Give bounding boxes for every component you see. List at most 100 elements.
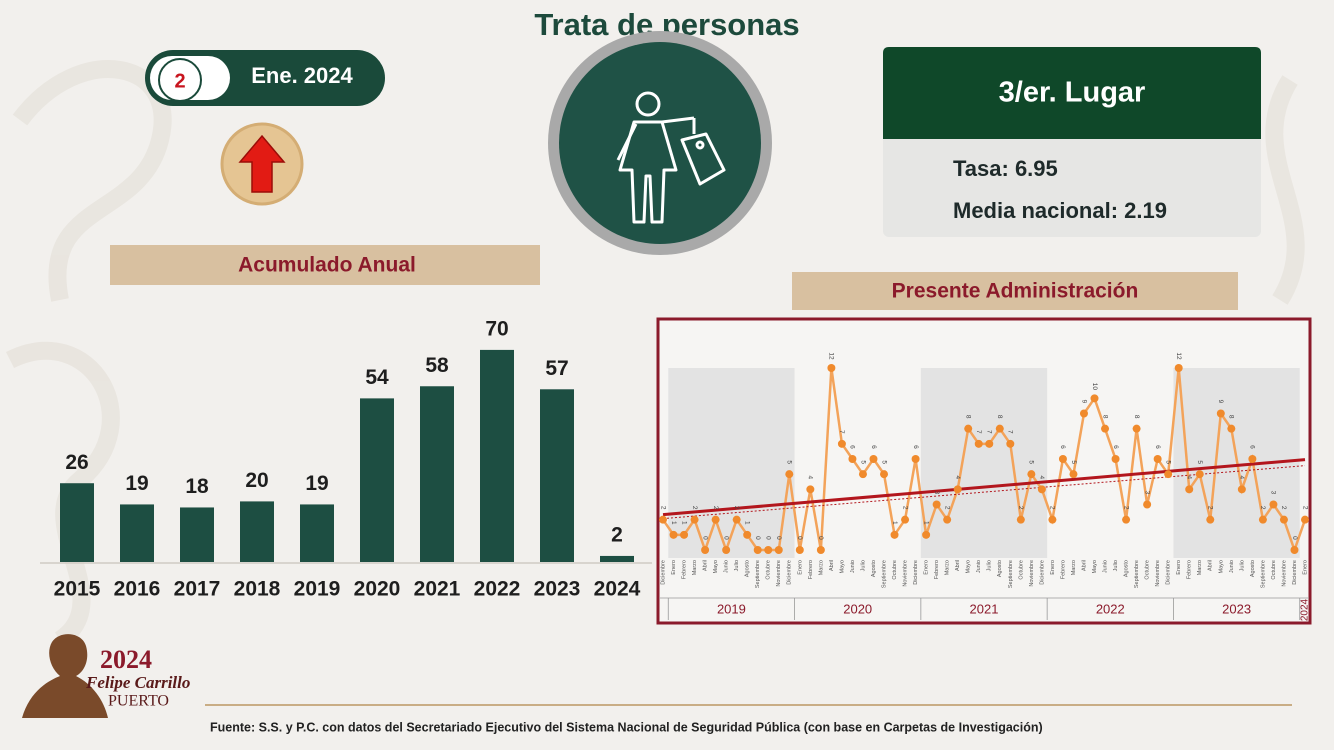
data-point	[722, 546, 731, 554]
point-value-label: 12	[1175, 352, 1182, 360]
data-point	[1016, 515, 1025, 524]
data-point	[1206, 515, 1215, 524]
data-point	[795, 546, 804, 554]
data-point	[1258, 515, 1267, 524]
x-tick-label: 2021	[414, 578, 461, 601]
point-value-label: 0	[796, 536, 803, 540]
data-point	[1027, 470, 1036, 479]
point-value-label: 6	[1112, 445, 1119, 449]
bar-value-label: 19	[305, 472, 328, 495]
year-band	[920, 368, 1048, 558]
data-point	[1090, 394, 1099, 403]
month-label: Diciembre	[660, 560, 666, 585]
data-point	[732, 515, 741, 524]
data-point	[1153, 455, 1162, 463]
bar	[180, 507, 214, 562]
point-value-label: 9	[1217, 400, 1224, 404]
bar	[60, 483, 94, 562]
month-label: Junio	[976, 560, 982, 573]
month-label: Diciembre	[1292, 560, 1298, 585]
data-point	[858, 470, 867, 479]
point-value-label: 1	[670, 521, 677, 525]
month-label: Diciembre	[913, 560, 919, 585]
month-label: Diciembre	[1039, 560, 1045, 585]
bar-chart-banner	[110, 245, 540, 285]
data-point	[764, 546, 773, 554]
point-value-label: 8	[1101, 415, 1108, 419]
month-label: Abril	[1208, 560, 1214, 571]
month-label: Junio	[850, 560, 856, 573]
data-point	[1164, 470, 1173, 479]
month-label: Mayo	[839, 560, 845, 573]
month-label: Agosto	[871, 560, 877, 577]
data-point	[1185, 485, 1194, 494]
month-label: Marzo	[945, 560, 951, 575]
month-label: Febrero	[1187, 560, 1193, 579]
line-chart-title: Presente Administración	[892, 280, 1139, 303]
logo-name: Felipe Carrillo	[85, 673, 190, 692]
data-point	[1079, 409, 1088, 418]
month-label: Julio	[1113, 560, 1119, 571]
data-point	[827, 364, 836, 372]
data-point	[816, 546, 825, 554]
x-tick-label: 2022	[474, 578, 521, 601]
data-point	[985, 439, 994, 448]
month-label: Agosto	[745, 560, 751, 577]
data-point	[1216, 409, 1225, 418]
bar-value-label: 19	[125, 472, 148, 495]
month-label: Mayo	[1218, 560, 1224, 573]
point-value-label: 7	[986, 430, 993, 434]
month-label: Diciembre	[1166, 560, 1172, 585]
point-value-label: 4	[1186, 476, 1193, 480]
data-point	[1290, 546, 1299, 554]
point-value-label: 12	[828, 352, 835, 360]
data-point	[669, 530, 678, 539]
year-label: 2019	[717, 601, 746, 616]
month-label: Enero	[1176, 560, 1182, 575]
month-label: Enero	[671, 560, 677, 575]
bar	[360, 398, 394, 562]
month-label: Junio	[724, 560, 730, 573]
data-point	[774, 546, 783, 554]
bar	[540, 389, 574, 562]
point-value-label: 0	[754, 536, 761, 540]
month-label: Abril	[955, 560, 961, 571]
data-point	[1006, 439, 1015, 448]
point-value-label: 0	[722, 536, 729, 540]
data-point	[837, 439, 846, 448]
point-value-label: 2	[901, 506, 908, 510]
month-label: Noviembre	[1155, 560, 1161, 587]
point-value-label: 7	[1007, 430, 1014, 434]
point-value-label: 6	[1249, 445, 1256, 449]
month-label: Octubre	[1018, 560, 1024, 580]
month-label: Octubre	[1145, 560, 1151, 580]
month-label: Enero	[1050, 560, 1056, 575]
month-label: Agosto	[997, 560, 1003, 577]
x-tick-label: 2015	[54, 578, 101, 601]
data-point	[880, 470, 889, 479]
data-point	[753, 546, 762, 554]
data-point	[659, 515, 667, 524]
year-label: 2020	[843, 601, 872, 616]
month-label: Septiembre	[1008, 560, 1014, 588]
x-tick-label: 2019	[294, 578, 341, 601]
data-point	[743, 530, 752, 539]
logo-year: 2024	[100, 645, 152, 674]
month-label: Julio	[1239, 560, 1245, 571]
data-point	[922, 530, 931, 539]
month-label: Octubre	[766, 560, 772, 580]
data-point	[953, 485, 962, 494]
year-label: 2021	[970, 601, 999, 616]
ranking-rate: Tasa: 6.95	[953, 156, 1058, 181]
ranking-place: 3/er. Lugar	[999, 77, 1146, 109]
month-label: Enero	[797, 560, 803, 575]
month-label: Julio	[734, 560, 740, 571]
month-label: Septiembre	[1260, 560, 1266, 588]
point-value-label: 1	[680, 521, 687, 525]
badge-period: Ene. 2024	[251, 63, 353, 88]
month-label: Septiembre	[1134, 560, 1140, 588]
month-label: Marzo	[1071, 560, 1077, 575]
month-label: Junio	[1102, 560, 1108, 573]
